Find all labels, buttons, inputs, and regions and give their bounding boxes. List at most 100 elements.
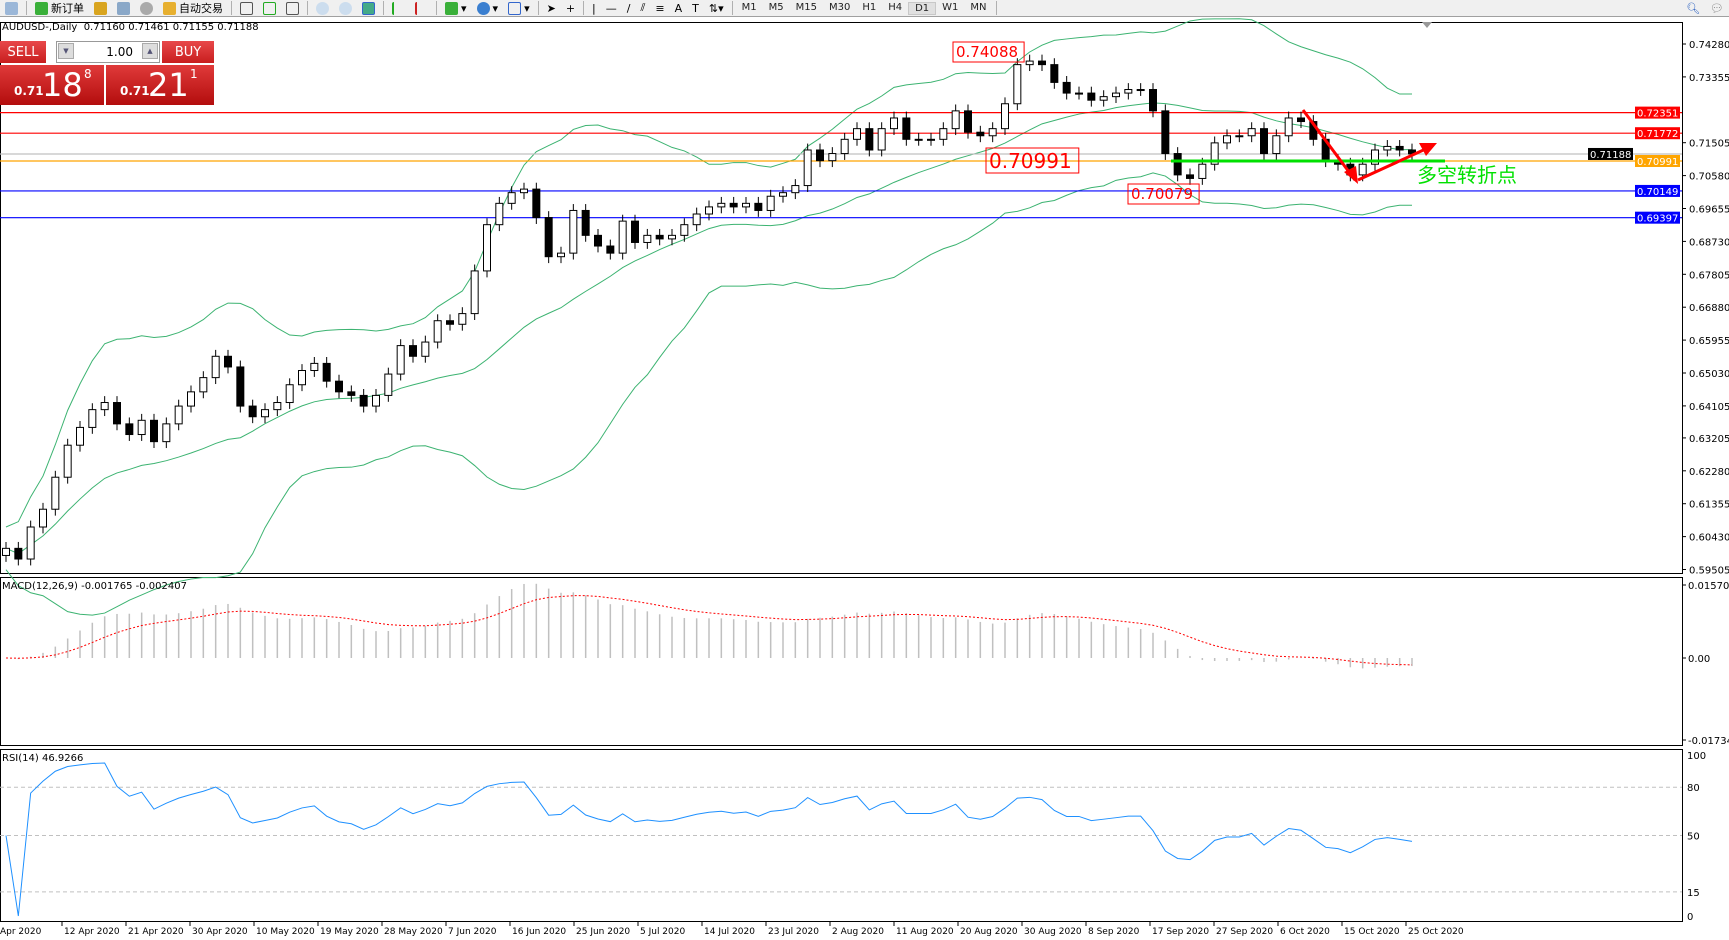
candle [1001, 103, 1009, 130]
sell-price-pips: 18 [42, 66, 83, 104]
rsi-tick-label: 50 [1687, 832, 1700, 843]
zoom-in-button[interactable] [311, 0, 334, 16]
cursor-button[interactable]: ➤ [542, 0, 561, 16]
candle [1124, 89, 1133, 94]
x-tick-label: 10 May 2020 [256, 927, 315, 937]
candle [113, 402, 121, 425]
support-price-label-box [985, 147, 1080, 174]
candle [742, 202, 750, 208]
candle [631, 220, 639, 243]
candle [14, 547, 23, 560]
timeframe-mn[interactable]: MN [970, 1, 987, 13]
x-tick-label: 7 Jun 2020 [448, 927, 497, 937]
candle [384, 373, 393, 396]
candle [581, 209, 590, 236]
timeframe-w1[interactable]: W1 [942, 1, 959, 13]
horizontal-line-button[interactable]: — [601, 0, 622, 16]
lot-decrease-button[interactable]: ▼ [58, 43, 74, 59]
timeframe-m1[interactable]: M1 [741, 1, 757, 13]
x-tick-label: 17 Sep 2020 [1152, 927, 1209, 937]
lot-increase-button[interactable]: ▲ [142, 43, 158, 59]
bar-chart-button[interactable] [235, 0, 258, 16]
periods-button[interactable]: ▾ [472, 0, 504, 16]
zoom-out-icon [339, 1, 352, 15]
text-label-button[interactable]: T [687, 0, 704, 16]
fibonacci-button[interactable]: ≡ [650, 0, 669, 16]
text-button[interactable]: A [670, 0, 688, 16]
candle [1013, 64, 1022, 105]
candle [1136, 89, 1145, 92]
candle [840, 138, 849, 155]
timeframe-bar: M1 M5 M15 M30 H1 H4 D1 W1 MN [736, 1, 993, 15]
buy-button[interactable]: BUY [162, 41, 214, 63]
candle [803, 149, 812, 187]
line-chart-button[interactable] [281, 0, 304, 16]
candlestick-button[interactable] [258, 0, 281, 16]
candle [705, 206, 713, 215]
candle [199, 377, 208, 393]
new-order-button[interactable]: 新订单 [30, 0, 89, 16]
dropdown-arrow-icon: ▾ [524, 1, 530, 15]
candle [433, 320, 442, 343]
chat-button[interactable]: 💬︎ [1705, 0, 1729, 16]
vertical-line-button[interactable]: | [587, 0, 601, 16]
macd-tick-label: 0.00 [1688, 654, 1710, 665]
zoom-out-button[interactable] [334, 0, 357, 16]
lot-size-input[interactable]: 1.00 [56, 41, 160, 63]
tile-windows-button[interactable] [357, 0, 380, 16]
candle [766, 195, 775, 211]
channel-button[interactable]: ⫽ [635, 0, 650, 16]
bar-chart-icon [240, 1, 253, 15]
sell-button[interactable]: SELL [0, 41, 46, 63]
auto-scroll-button[interactable] [387, 0, 410, 16]
price-label-bg [1635, 106, 1680, 119]
zoom-in-icon [316, 1, 329, 15]
buy-price-prefix: 0.71 [120, 84, 150, 98]
arrows-icon: ⇅▾ [708, 1, 724, 15]
timeframe-h1[interactable]: H1 [862, 1, 877, 13]
price-label: 0.70991 [1637, 157, 1678, 168]
macd-signal-line [5, 595, 1413, 666]
chart-shift-button[interactable] [410, 0, 433, 16]
divider [583, 1, 585, 15]
timeframe-m15[interactable]: M15 [795, 1, 817, 13]
search-button[interactable]: 🔍︎ [1681, 0, 1705, 16]
buy-price[interactable]: 0.71 21 1 [106, 65, 214, 105]
x-tick-label: 27 Sep 2020 [1216, 927, 1273, 937]
candle [322, 362, 331, 382]
candle [877, 128, 886, 151]
candle [779, 192, 787, 197]
trendline-button[interactable]: / [622, 0, 636, 16]
dropdown-arrow-icon: ▾ [492, 1, 499, 15]
new-order-icon [35, 1, 48, 15]
auto-trading-button[interactable]: 自动交易 [158, 0, 228, 16]
navigator-button[interactable] [112, 0, 135, 16]
market-watch-button[interactable] [89, 0, 112, 16]
candle [1198, 163, 1207, 179]
candle [150, 419, 158, 443]
text-icon: A [674, 1, 683, 15]
indicators-button[interactable]: ▾ [440, 0, 472, 16]
line-chart-icon [286, 1, 299, 15]
candle [1223, 135, 1231, 144]
zoom-icon[interactable] [0, 0, 23, 16]
main-pane-border [0, 22, 1683, 574]
vertical-line-icon: | [592, 1, 596, 15]
price-label-bg [1635, 154, 1680, 167]
timeframe-m30[interactable]: M30 [828, 1, 851, 13]
x-tick-label: 2 Aug 2020 [832, 927, 884, 937]
x-tick-label: 20 Aug 2020 [960, 927, 1018, 937]
timeframe-h4[interactable]: H4 [888, 1, 903, 13]
signal-button[interactable] [135, 0, 158, 16]
arrows-button[interactable]: ⇅▾ [704, 0, 729, 16]
timeframe-d1[interactable]: D1 [908, 1, 937, 15]
timeframe-m5[interactable]: M5 [768, 1, 784, 13]
crosshair-icon: + [565, 1, 576, 15]
candle [125, 423, 134, 436]
dropdown-arrow-icon: ▾ [461, 1, 467, 15]
templates-button[interactable]: ▾ [503, 0, 535, 16]
crosshair-button[interactable]: + [561, 0, 580, 16]
search-icon: 🔍︎ [1686, 1, 1701, 15]
sell-price[interactable]: 0.71 18 8 [0, 65, 104, 105]
